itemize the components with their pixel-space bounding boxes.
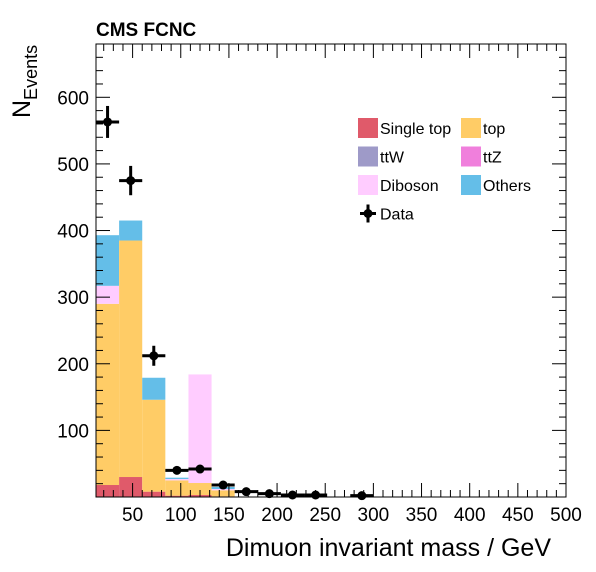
x-tick-label: 50	[122, 505, 143, 526]
data-marker	[172, 465, 182, 475]
legend-entry-ttw: ttW	[358, 146, 405, 167]
stacked-bars	[96, 220, 235, 497]
y-tick-label: 500	[57, 155, 89, 176]
y-tick-label: 400	[57, 222, 89, 243]
legend-entry-others: Others	[461, 175, 531, 195]
x-tick-label: 350	[406, 505, 438, 526]
bar-single-top-bin-0	[96, 485, 120, 497]
bar-top-bin-2	[142, 399, 166, 492]
bar-top-bin-4	[188, 483, 212, 496]
data-marker	[149, 351, 159, 361]
legend-label: Data	[380, 207, 414, 224]
bar-top-bin-3	[165, 480, 189, 496]
bar-diboson-bin-0	[96, 285, 120, 304]
y-axis-title: NEvents	[8, 45, 41, 118]
x-tick-label: 300	[358, 505, 390, 526]
bar-diboson-bin-5	[211, 489, 235, 491]
x-tick-label: 400	[454, 505, 486, 526]
legend-label: ttZ	[483, 150, 502, 167]
data-point	[188, 464, 212, 474]
x-tick-label: 150	[213, 505, 245, 526]
legend-label: Others	[483, 178, 531, 195]
bar-single-top-bin-3	[165, 495, 189, 497]
bar-others-bin-3	[165, 477, 189, 480]
legend-swatch	[461, 175, 481, 195]
data-marker	[195, 464, 205, 474]
plot-frame	[95, 43, 567, 498]
data-point	[142, 345, 166, 366]
legend-swatch	[358, 118, 378, 138]
data-marker	[287, 490, 297, 500]
data-points	[96, 105, 374, 501]
legend-data-marker-dot	[363, 209, 373, 218]
svg-text:NEvents: NEvents	[8, 45, 41, 118]
x-tick-label: 200	[261, 505, 293, 526]
legend-label: ttW	[380, 150, 405, 167]
x-tick-label: 100	[165, 505, 197, 526]
x-tick-label: 250	[309, 505, 341, 526]
legend-entry-diboson: Diboson	[358, 175, 439, 195]
data-point	[119, 165, 143, 196]
legend-entry-single-top: Single top	[358, 118, 451, 138]
data-point	[96, 105, 120, 138]
bar-top-bin-5	[211, 490, 235, 497]
x-tick-label: 450	[502, 505, 534, 526]
data-marker	[218, 480, 228, 490]
bar-single-top-bin-2	[142, 491, 166, 497]
bar-others-bin-2	[142, 377, 166, 400]
y-axis-title-main: N	[8, 100, 36, 118]
y-tick-label: 100	[57, 421, 89, 442]
legend-label: Diboson	[380, 178, 439, 195]
legend-swatch	[461, 118, 481, 138]
bar-top-bin-1	[119, 240, 143, 478]
data-marker	[103, 117, 113, 127]
bar-diboson-bin-3	[165, 479, 189, 481]
data-point	[211, 480, 235, 490]
legend-swatch	[358, 175, 378, 195]
legend-label: Single top	[380, 121, 451, 138]
axes: 50 100 150 200 250 300 350 400 450 500 100 200 300 40…	[57, 43, 582, 526]
x-tick-label: 500	[550, 505, 582, 526]
y-tick-label: 600	[57, 88, 89, 109]
bar-diboson-bin-4	[188, 374, 212, 484]
bar-top-bin-0	[96, 303, 120, 486]
data-point	[165, 465, 189, 475]
legend-entry-ttz: ttZ	[461, 146, 502, 167]
bar-single-top-bin-1	[119, 477, 143, 497]
legend-entry-data: Data	[360, 204, 414, 224]
data-marker	[357, 491, 367, 501]
bar-others-bin-1	[119, 220, 143, 241]
legend-swatch	[358, 146, 378, 167]
chart-title: CMS FCNC	[96, 20, 197, 41]
legend-label: top	[483, 121, 505, 138]
bar-others-bin-0	[96, 235, 120, 286]
legend: Single top top ttW ttZ Diboson Others Data	[358, 118, 531, 224]
legend-entry-top: top	[461, 118, 505, 138]
y-axis-title-sub: Events	[21, 45, 41, 100]
data-marker	[241, 487, 251, 497]
y-tick-label: 200	[57, 355, 89, 376]
data-point	[280, 490, 305, 500]
y-tick-label: 300	[57, 288, 89, 309]
legend-swatch	[461, 146, 481, 167]
data-marker	[126, 176, 136, 186]
x-axis-title: Dimuon invariant mass / GeV	[226, 534, 551, 562]
